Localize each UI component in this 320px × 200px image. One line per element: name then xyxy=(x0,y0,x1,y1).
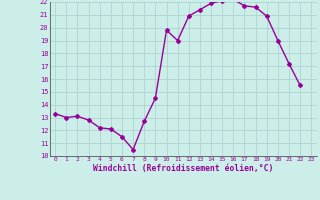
X-axis label: Windchill (Refroidissement éolien,°C): Windchill (Refroidissement éolien,°C) xyxy=(93,164,273,173)
